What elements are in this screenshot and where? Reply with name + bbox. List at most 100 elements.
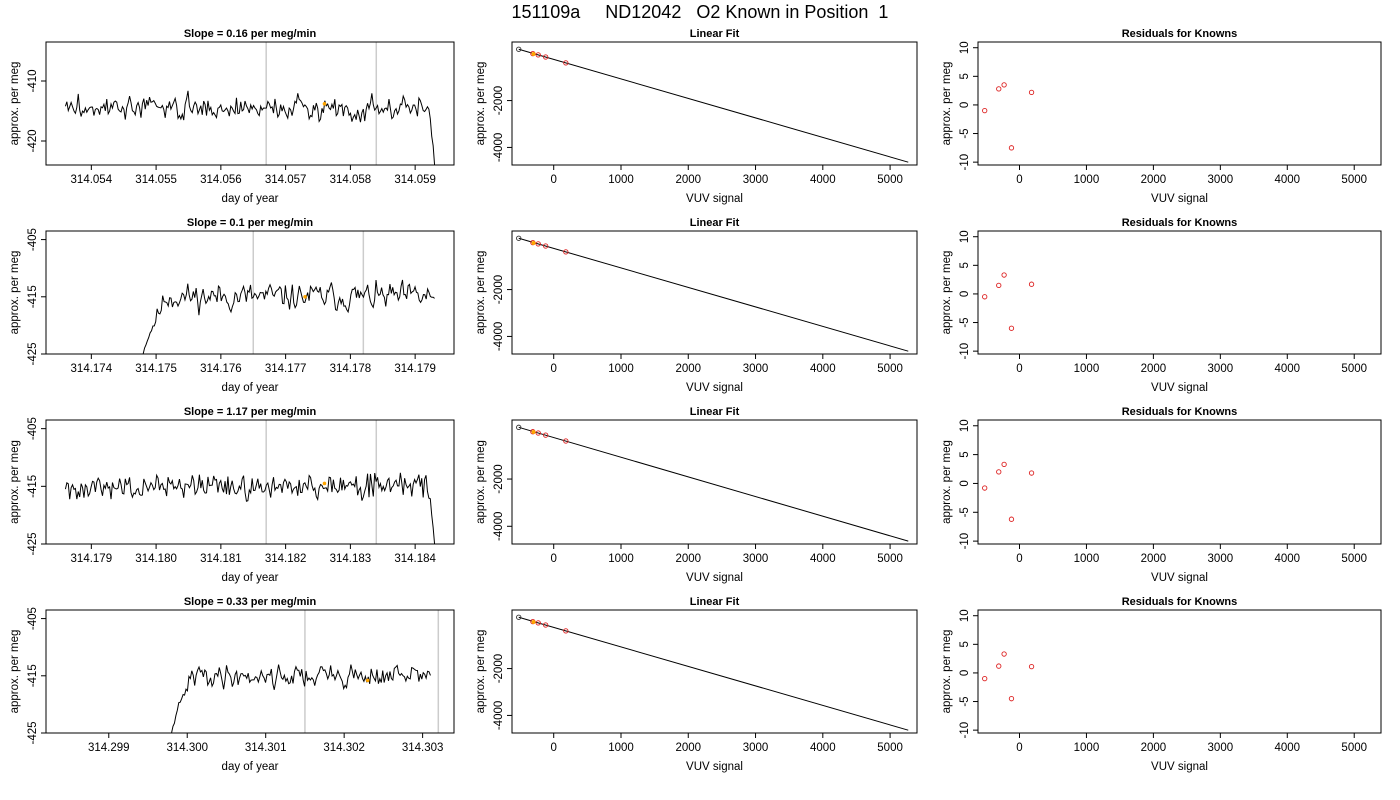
data-point (563, 60, 569, 66)
x-tick-label: 314.056 (200, 174, 242, 186)
y-axis-label: approx. per meg (9, 440, 21, 524)
data-trace (64, 472, 436, 544)
highlight-point (531, 240, 536, 245)
y-tick-label: -420 (27, 129, 39, 152)
x-axis-label: VUV signal (1151, 572, 1208, 584)
data-point (996, 86, 1002, 92)
data-point (535, 241, 541, 247)
x-axis-label: VUV signal (1151, 193, 1208, 205)
x-tick-label: 5000 (1341, 553, 1367, 565)
data-point (1008, 145, 1015, 151)
panel-r4-c3: Residuals for Knowns 0 1000 2000 3000 4000 500… (941, 596, 1382, 773)
panel-r1-c2: Linear Fit 0 1000 2000 3000 4000 5000 -4000 -200… (475, 28, 918, 205)
x-tick-label: 314.175 (135, 363, 177, 375)
x-tick-label: 0 (1016, 553, 1022, 565)
x-tick-label: 4000 (810, 742, 836, 754)
data-point (542, 432, 549, 438)
x-axis-label: day of year (222, 761, 279, 773)
plot-content (516, 46, 909, 163)
x-tick-label: 314.057 (265, 174, 307, 186)
x-tick-label: 314.055 (135, 174, 177, 186)
y-tick-label: -410 (27, 69, 39, 92)
x-tick-label: 314.184 (394, 553, 436, 565)
x-tick-label: 2000 (1141, 174, 1167, 186)
x-tick-label: 4000 (810, 363, 836, 375)
y-tick-label: -415 (27, 285, 39, 308)
plot-frame (45, 41, 455, 166)
y-tick-label: -425 (27, 342, 39, 365)
y-tick-label: -405 (27, 417, 39, 440)
y-tick-label: 10 (959, 419, 971, 432)
y-axis-label: approx. per meg (475, 62, 487, 146)
panel-r1-c3: Residuals for Knowns 0 1000 2000 3000 4000 500… (941, 28, 1382, 205)
x-axis-label: VUV signal (686, 572, 743, 584)
y-tick-label: 10 (959, 609, 971, 622)
data-point (542, 243, 549, 249)
panel-title: Residuals for Knowns (1122, 28, 1238, 40)
x-tick-label: 314.181 (200, 553, 242, 565)
fit-line (518, 616, 909, 731)
y-tick-label: -2000 (493, 654, 505, 683)
x-tick-label: 3000 (1208, 742, 1234, 754)
panel-title: Linear Fit (690, 217, 740, 229)
data-trace (142, 279, 435, 354)
data-point (535, 430, 541, 436)
x-tick-label: 314.179 (71, 553, 113, 565)
y-tick-label: -5 (959, 507, 971, 517)
plot-content (982, 461, 1035, 522)
x-tick-label: 0 (1016, 363, 1022, 375)
y-axis-label: approx. per meg (941, 630, 953, 714)
y-tick-label: -5 (959, 128, 971, 138)
y-tick-label: -4000 (493, 701, 505, 730)
y-tick-label: -415 (27, 475, 39, 498)
x-tick-label: 1000 (1074, 742, 1100, 754)
x-tick-label: 314.178 (330, 363, 372, 375)
highlight-point (365, 678, 370, 683)
data-trace (64, 90, 436, 165)
plot-content (64, 420, 436, 544)
x-tick-label: 1000 (608, 553, 634, 565)
x-tick-label: 5000 (1341, 174, 1367, 186)
panel-r2-c2: Linear Fit 0 1000 2000 3000 4000 5000 -4000 -200… (475, 217, 918, 394)
panel-title: Slope = 0.16 per meg/min (184, 28, 317, 40)
panel-r1-c1: Slope = 0.16 per meg/min 314.054 314.055 31… (9, 28, 455, 205)
x-tick-label: 314.180 (135, 553, 177, 565)
x-tick-label: 0 (551, 174, 557, 186)
y-axis-label: approx. per meg (9, 630, 21, 714)
data-point (1001, 461, 1007, 468)
x-tick-label: 0 (1016, 742, 1022, 754)
data-point (1028, 663, 1035, 670)
x-tick-label: 2000 (675, 742, 701, 754)
plot-frame (511, 419, 918, 545)
data-point (1028, 470, 1035, 476)
x-tick-label: 314.182 (265, 553, 307, 565)
x-tick-label: 4000 (1274, 742, 1300, 754)
x-tick-label: 314.183 (330, 553, 372, 565)
data-point (982, 676, 988, 682)
x-tick-label: 314.179 (394, 363, 436, 375)
y-axis-label: approx. per meg (9, 251, 21, 335)
x-tick-label: 2000 (1141, 363, 1167, 375)
y-axis-label: approx. per meg (9, 62, 21, 146)
data-point (563, 628, 569, 634)
y-tick-label: -405 (27, 228, 39, 251)
x-tick-label: 2000 (1141, 553, 1167, 565)
x-tick-label: 3000 (743, 174, 769, 186)
panel-title: Slope = 0.33 per meg/min (184, 596, 317, 608)
panel-title: Linear Fit (690, 596, 740, 608)
y-tick-label: -415 (27, 664, 39, 687)
highlight-point (322, 481, 327, 486)
panel-title: Slope = 1.17 per meg/min (184, 406, 317, 418)
highlight-point (531, 430, 536, 435)
panel-r3-c3: Residuals for Knowns 0 1000 2000 3000 4000 500… (941, 406, 1382, 584)
panel-r4-c2: Linear Fit 0 1000 2000 3000 4000 5000 -4000 -200… (475, 596, 918, 773)
data-point (1001, 82, 1007, 88)
x-tick-label: 314.303 (402, 742, 444, 754)
x-tick-label: 4000 (810, 174, 836, 186)
data-point (1008, 696, 1015, 702)
data-point (996, 469, 1002, 475)
fit-line (518, 426, 909, 542)
panel-title: Residuals for Knowns (1122, 596, 1238, 608)
plot-frame (511, 41, 918, 166)
y-tick-label: -425 (27, 721, 39, 744)
